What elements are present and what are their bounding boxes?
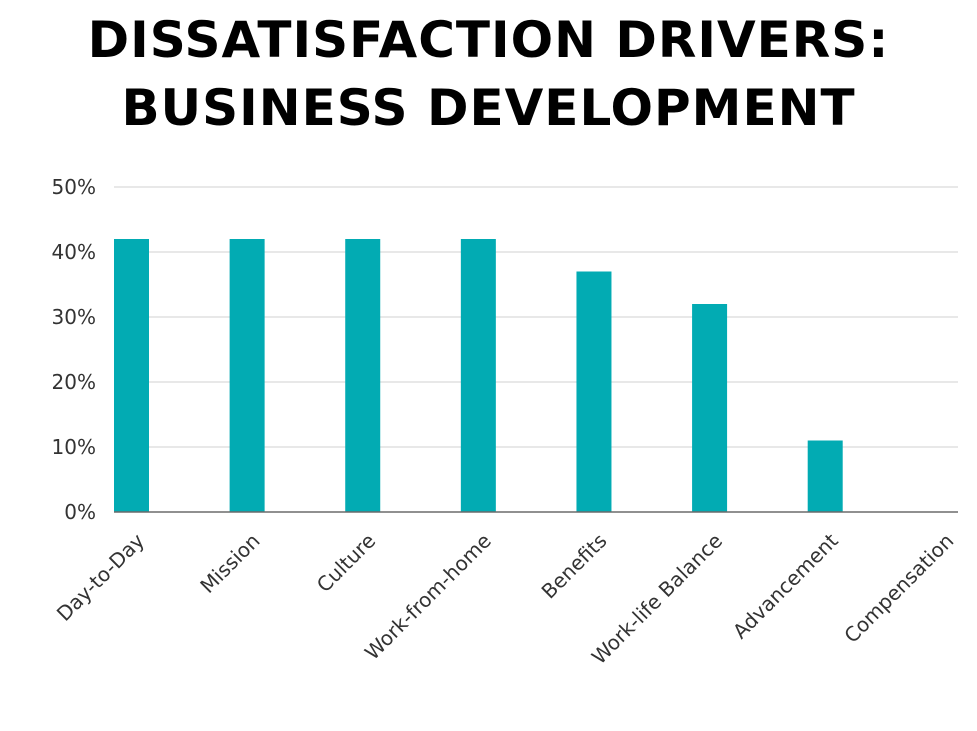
bars — [114, 239, 843, 512]
x-tick-label: Benefits — [537, 529, 612, 604]
y-tick-label: 10% — [52, 435, 96, 459]
y-axis-ticks: 0% 10% 20% 30% 40% 50% — [52, 175, 96, 524]
bar-culture — [345, 239, 381, 512]
chart-title-line-1: DISSATISFACTION DRIVERS: — [87, 11, 890, 69]
y-tick-label: 40% — [52, 240, 96, 264]
x-tick-label: Compensation — [839, 529, 958, 648]
x-tick-label: Day-to-Day — [52, 528, 149, 625]
x-tick-label: Work-from-home — [360, 529, 496, 665]
y-tick-label: 50% — [52, 175, 96, 199]
bar-benefits — [576, 271, 612, 512]
chart-title-line-2: BUSINESS DEVELOPMENT — [121, 79, 856, 137]
bar-advancement — [807, 440, 843, 512]
x-tick-label: Work-life Balance — [587, 529, 727, 669]
y-tick-label: 30% — [52, 305, 96, 329]
chart-title: DISSATISFACTION DRIVERS: BUSINESS DEVELO… — [0, 6, 977, 142]
bar-work-from-home — [460, 239, 496, 512]
x-tick-label: Advancement — [728, 528, 843, 643]
x-tick-label: Mission — [195, 529, 264, 598]
bar-day-to-day — [114, 239, 149, 512]
y-tick-label: 0% — [64, 500, 96, 524]
y-tick-label: 20% — [52, 370, 96, 394]
bar-work-life-balance — [692, 304, 728, 512]
x-tick-label: Culture — [312, 529, 380, 597]
bar-mission — [229, 239, 265, 512]
